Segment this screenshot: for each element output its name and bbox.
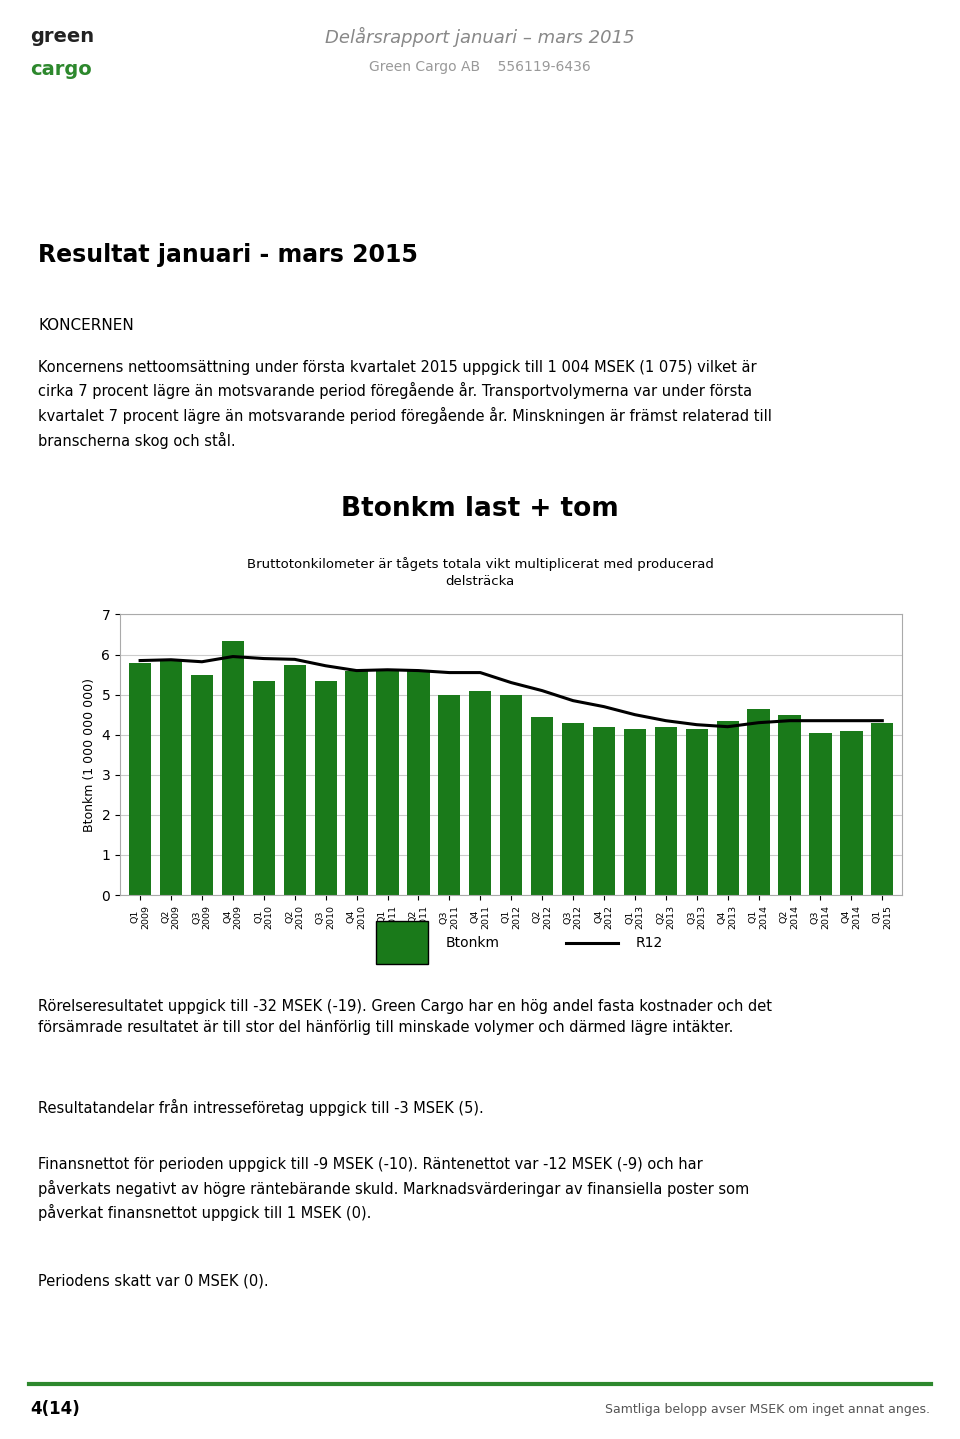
- Bar: [252, 681, 275, 895]
- Bar: [716, 721, 739, 895]
- Text: cargo: cargo: [30, 60, 92, 79]
- Text: Green Cargo AB    556119-6436: Green Cargo AB 556119-6436: [370, 60, 590, 75]
- Bar: [438, 695, 461, 895]
- Bar: [346, 671, 368, 895]
- Text: Bruttotonkilometer är tågets totala vikt multiplicerat med producerad
delsträcka: Bruttotonkilometer är tågets totala vikt…: [247, 557, 713, 587]
- Text: Delårsrapport januari – mars 2015: Delårsrapport januari – mars 2015: [325, 27, 635, 47]
- Text: Resultat januari - mars 2015: Resultat januari - mars 2015: [38, 243, 419, 268]
- Bar: [160, 659, 182, 895]
- Text: Finansnettot för perioden uppgick till -9 MSEK (-10). Räntenettot var -12 MSEK (: Finansnettot för perioden uppgick till -…: [38, 1157, 750, 1222]
- Bar: [840, 731, 862, 895]
- Bar: [315, 681, 337, 895]
- Text: green: green: [30, 27, 94, 46]
- Text: Koncernens nettoomsättning under första kvartalet 2015 uppgick till 1 004 MSEK (: Koncernens nettoomsättning under första …: [38, 360, 772, 449]
- Text: R12: R12: [636, 935, 662, 950]
- Bar: [469, 691, 492, 895]
- Bar: [685, 728, 708, 895]
- Text: Samtliga belopp avser MSEK om inget annat anges.: Samtliga belopp avser MSEK om inget anna…: [605, 1403, 930, 1416]
- Bar: [809, 732, 831, 895]
- Text: Periodens skatt var 0 MSEK (0).: Periodens skatt var 0 MSEK (0).: [38, 1274, 269, 1288]
- Bar: [376, 671, 398, 895]
- Text: Rörelseresultatet uppgick till -32 MSEK (-19). Green Cargo har en hög andel fast: Rörelseresultatet uppgick till -32 MSEK …: [38, 999, 773, 1035]
- Text: KONCERNEN: KONCERNEN: [38, 318, 134, 332]
- Bar: [593, 727, 615, 895]
- Bar: [624, 728, 646, 895]
- Y-axis label: Btonkm (1 000 000 000): Btonkm (1 000 000 000): [83, 678, 96, 832]
- FancyBboxPatch shape: [376, 921, 428, 964]
- Bar: [500, 695, 522, 895]
- Text: Btonkm: Btonkm: [445, 935, 499, 950]
- Bar: [779, 715, 801, 895]
- Bar: [129, 662, 152, 895]
- Text: Resultatandelar från intresseföretag uppgick till -3 MSEK (5).: Resultatandelar från intresseföretag upp…: [38, 1099, 484, 1117]
- Bar: [407, 671, 429, 895]
- Bar: [655, 727, 677, 895]
- Bar: [748, 708, 770, 895]
- Text: Btonkm last + tom: Btonkm last + tom: [341, 495, 619, 522]
- Bar: [562, 722, 585, 895]
- Bar: [283, 665, 306, 895]
- Bar: [871, 722, 894, 895]
- Bar: [222, 640, 244, 895]
- Text: 4(14): 4(14): [30, 1400, 80, 1417]
- Bar: [191, 675, 213, 895]
- Bar: [531, 717, 553, 895]
